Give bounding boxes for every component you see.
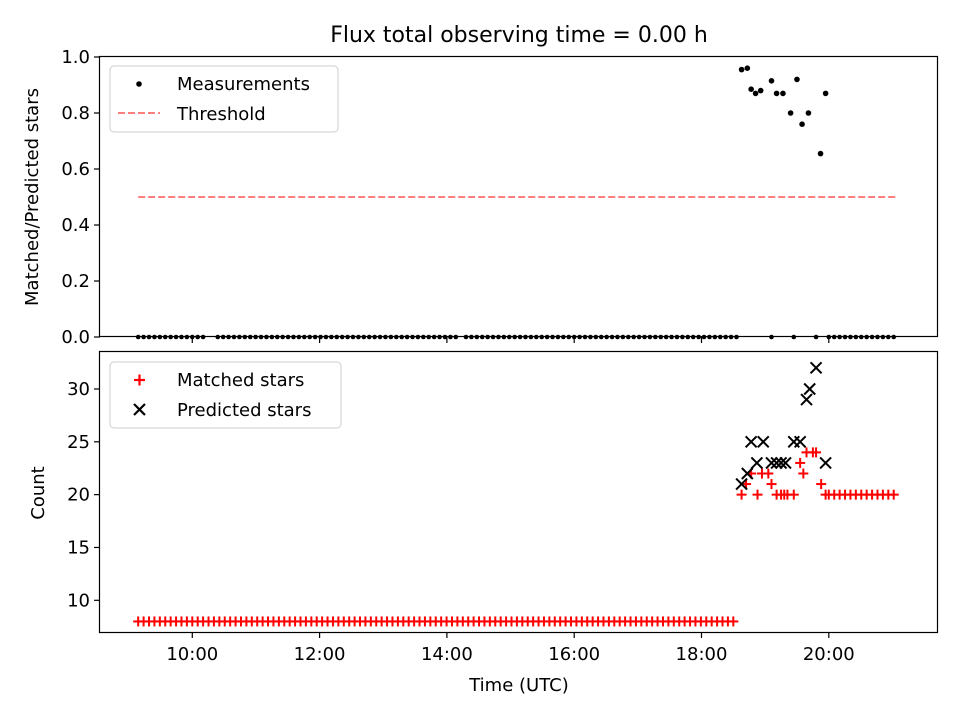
measurement-marker-icon	[136, 81, 142, 87]
predicted-star-marker	[800, 393, 813, 406]
y-tick-label: 0.2	[61, 271, 90, 292]
measurement-point	[738, 66, 745, 73]
predicted-star-marker	[735, 477, 748, 491]
predicted-star-marker	[744, 435, 758, 449]
predicted-star-marker	[803, 382, 816, 396]
predicted-star-marker	[793, 435, 807, 449]
y-axis-ticks: 0.0 0.2 0.4 0.6 0.8 1.0	[61, 47, 100, 348]
measurement-point	[752, 90, 759, 97]
matched-star-marker	[888, 489, 899, 500]
y-tick-label: 0.4	[61, 215, 90, 236]
y-tick-label: 30	[67, 379, 90, 400]
x-axis-ticks: 10:00 12:00 14:00 16:00 18:00 20:00	[166, 632, 855, 665]
plot-frame-top	[98, 55, 939, 338]
matched-star-marker	[766, 479, 777, 490]
predicted-star-marker	[819, 456, 832, 470]
measurement-point	[822, 90, 829, 97]
matched-star-marker	[788, 489, 799, 500]
predicted-star-marker	[765, 456, 778, 470]
x-axis-label: Time (UTC)	[468, 675, 569, 696]
chart-title: Flux total observing time = 0.00 h	[330, 23, 708, 48]
y-axis-ticks: 10 15 20 25 30	[67, 379, 100, 611]
measurement-point	[799, 121, 805, 127]
predicted-star-marker	[741, 467, 754, 480]
y-tick-label: 1.0	[61, 47, 90, 68]
star-count-panel: 10 15 20 25 30 10:00 12:00 14:00 16:00 18:00 20:0…	[28, 350, 939, 696]
predicted-star-marker	[750, 456, 764, 470]
legend-top: Measurements Threshold	[109, 65, 339, 133]
x-axis-ticks	[191, 337, 830, 343]
measurement-point	[817, 150, 824, 157]
matched-star-marker	[763, 468, 774, 479]
plus-marker-icon	[134, 374, 145, 386]
x-tick-label: 20:00	[803, 644, 855, 665]
legend-box	[109, 361, 342, 429]
x-tick-label: 12:00	[294, 644, 346, 665]
measurement-point	[757, 87, 764, 94]
predicted-star-markers	[735, 361, 832, 491]
matched-star-marker	[736, 489, 747, 500]
y-axis-label-top: Matched/Predicted stars	[22, 88, 43, 306]
y-tick-label: 0.0	[61, 327, 90, 348]
y-tick-label: 15	[67, 537, 90, 558]
flux-ratio-panel: 0.0 0.2 0.4 0.6 0.8 1.0 Matched/Predicted sta…	[22, 47, 939, 348]
measurement-point	[773, 90, 780, 97]
measurement-point	[748, 86, 754, 92]
legend-label-predicted: Predicted stars	[177, 400, 311, 421]
measurement-point	[787, 110, 794, 116]
matched-star-marker	[816, 479, 827, 490]
x-tick-label: 16:00	[548, 644, 600, 665]
legend-label-measurements: Measurements	[177, 74, 310, 95]
y-tick-label: 20	[67, 485, 90, 506]
measurement-point	[768, 78, 775, 84]
predicted-star-marker	[774, 456, 788, 470]
measurement-point	[794, 76, 800, 83]
y-tick-label: 10	[67, 590, 90, 611]
y-tick-label: 25	[67, 432, 90, 453]
legend-label-threshold: Threshold	[176, 104, 266, 125]
measurement-point	[805, 110, 812, 116]
matched-star-marker	[798, 468, 809, 479]
matched-star-marker	[811, 447, 822, 458]
legend-label-matched: Matched stars	[177, 370, 304, 391]
measurement-point	[780, 90, 786, 97]
y-tick-label: 0.6	[61, 159, 90, 180]
y-tick-label: 0.8	[61, 103, 90, 124]
matched-star-marker	[795, 457, 806, 468]
legend-bottom: Matched stars Predicted stars	[109, 361, 342, 429]
measurement-point	[744, 65, 751, 71]
x-tick-label: 18:00	[676, 644, 728, 665]
predicted-star-marker	[809, 361, 823, 375]
x-tick-label: 14:00	[421, 644, 473, 665]
legend-box	[109, 65, 339, 133]
predicted-star-marker	[770, 456, 783, 470]
matched-star-markers	[133, 447, 899, 627]
predicted-star-marker	[757, 435, 770, 449]
matched-star-marker	[752, 489, 763, 500]
y-axis-label-bottom: Count	[28, 466, 49, 519]
matched-star-marker	[728, 616, 739, 627]
matched-star-marker	[820, 489, 831, 500]
predicted-star-marker	[779, 456, 792, 470]
x-tick-label: 10:00	[166, 644, 218, 665]
x-marker-icon	[133, 403, 146, 416]
plot-frame-bottom	[98, 350, 939, 634]
